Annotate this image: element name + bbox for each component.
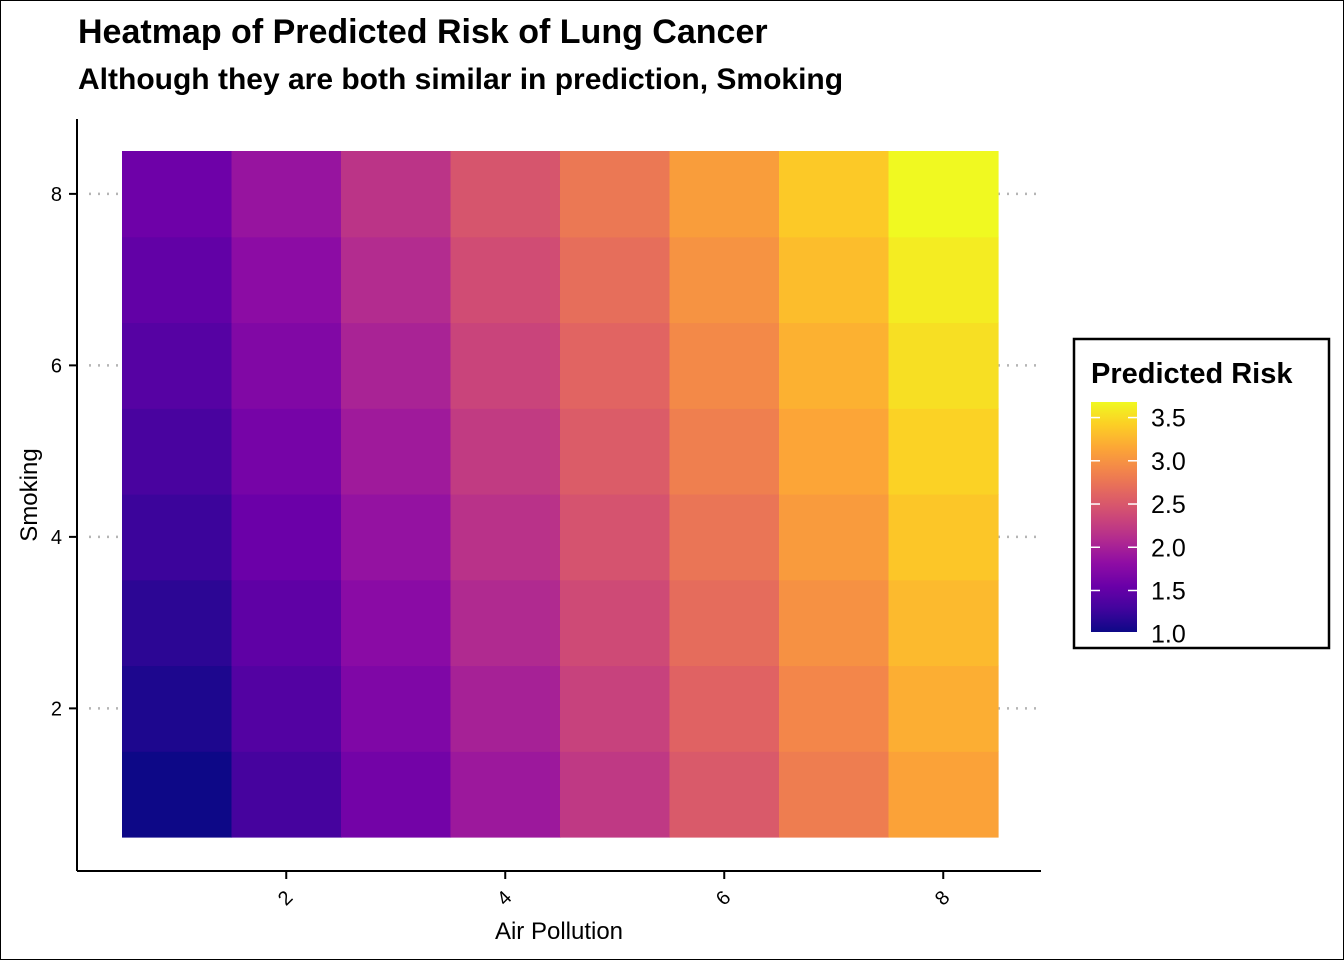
legend-title: Predicted Risk	[1091, 358, 1293, 390]
heatmap-tile-x2-y1	[231, 751, 342, 838]
heatmap-tile-x3-y1	[341, 751, 452, 838]
heatmap-tile-x5-y5	[560, 408, 671, 495]
y-axis-title: Smoking	[16, 448, 43, 541]
heatmap-tile-x8-y1	[888, 751, 999, 838]
heatmap-tile-x8-y3	[888, 579, 999, 667]
y-tick-label: 6	[51, 355, 62, 377]
heatmap-tile-x4-y7	[450, 236, 561, 324]
heatmap-tile-x4-y6	[450, 322, 561, 409]
heatmap-tile-x5-y7	[560, 236, 671, 324]
x-tick-label: 6	[712, 887, 735, 910]
heatmap-tile-x6-y4	[669, 494, 780, 581]
heatmap-tile-x4-y1	[450, 751, 561, 838]
heatmap-tile-x5-y6	[560, 322, 671, 409]
heatmap-tile-x2-y4	[231, 494, 342, 581]
heatmap-tile-x8-y8	[888, 151, 999, 238]
heatmap-tile-x4-y4	[450, 494, 561, 581]
heatmap-tile-x5-y4	[560, 494, 671, 581]
heatmap-tile-x2-y7	[231, 236, 342, 324]
heatmap-tile-x3-y4	[341, 494, 452, 581]
legend-colorbar	[1091, 402, 1137, 632]
heatmap-tile-x6-y6	[669, 322, 780, 409]
legend-break-label: 1.0	[1151, 621, 1186, 649]
heatmap-tile-x7-y2	[779, 665, 890, 752]
x-tick-label: 2	[274, 887, 297, 910]
heatmap-tile-x2-y6	[231, 322, 342, 409]
x-tick-label: 4	[493, 887, 516, 910]
heatmap-tile-x6-y2	[669, 665, 780, 752]
legend-breaks: 1.0 1.5 2.0 2.5 3.0 3.5	[1091, 405, 1186, 649]
heatmap-tile-x3-y7	[341, 236, 452, 324]
heatmap-tile-x7-y7	[779, 236, 890, 324]
chart-subtitle: Although they are both similar in predic…	[78, 63, 844, 96]
heatmap-tile-x5-y3	[560, 579, 671, 667]
heatmap-tiles	[122, 151, 999, 838]
x-axis-title: Air Pollution	[495, 918, 623, 945]
heatmap-tile-x4-y2	[450, 665, 561, 752]
x-tick-label: 8	[931, 887, 954, 910]
heatmap-tile-x2-y3	[231, 579, 342, 667]
heatmap-tile-x6-y7	[669, 236, 780, 324]
legend-break-label: 1.5	[1151, 577, 1186, 605]
heatmap-tile-x2-y5	[231, 408, 342, 495]
legend: Predicted Risk 1.0 1.5 2.0 2.5 3.0 3.5	[1072, 337, 1331, 650]
heatmap-tile-x7-y8	[779, 151, 890, 238]
y-tick-label: 2	[51, 698, 62, 720]
heatmap-tile-x1-y4	[122, 494, 233, 581]
heatmap-tile-x3-y2	[341, 665, 452, 752]
heatmap-tile-x3-y3	[341, 579, 452, 667]
heatmap-tile-x1-y3	[122, 579, 233, 667]
legend-break-label: 3.0	[1151, 448, 1186, 476]
y-tick-label: 8	[51, 184, 62, 206]
heatmap-tile-x7-y6	[779, 322, 890, 409]
heatmap-tile-x7-y4	[779, 494, 890, 581]
heatmap-tile-x7-y5	[779, 408, 890, 495]
heatmap-tile-x4-y8	[450, 151, 561, 238]
heatmap-tile-x6-y5	[669, 408, 780, 495]
heatmap-tile-x8-y7	[888, 236, 999, 324]
heatmap-tile-x3-y5	[341, 408, 452, 495]
heatmap-tile-x1-y2	[122, 665, 233, 752]
heatmap-tile-x3-y6	[341, 322, 452, 409]
heatmap-tile-x5-y2	[560, 665, 671, 752]
heatmap-tile-x7-y1	[779, 751, 890, 838]
legend-break-label: 2.5	[1151, 491, 1186, 519]
heatmap-tile-x6-y3	[669, 579, 780, 667]
heatmap-tile-x2-y2	[231, 665, 342, 752]
heatmap-tile-x8-y4	[888, 494, 999, 581]
axes	[76, 119, 1041, 872]
heatmap-tile-x6-y1	[669, 751, 780, 838]
heatmap-tile-x4-y5	[450, 408, 561, 495]
chart-title: Heatmap of Predicted Risk of Lung Cancer	[78, 13, 768, 51]
heatmap-tile-x1-y8	[122, 151, 233, 238]
heatmap-tile-x7-y3	[779, 579, 890, 667]
heatmap-tile-x1-y7	[122, 236, 233, 324]
heatmap-tile-x8-y6	[888, 322, 999, 409]
heatmap-tile-x8-y2	[888, 665, 999, 752]
heatmap-tile-x5-y8	[560, 151, 671, 238]
heatmap-tile-x1-y5	[122, 408, 233, 495]
heatmap-tile-x6-y8	[669, 151, 780, 238]
heatmap-tile-x8-y5	[888, 408, 999, 495]
legend-break-label: 3.5	[1151, 405, 1186, 433]
legend-break-label: 2.0	[1151, 534, 1186, 562]
heatmap-tile-x1-y1	[122, 751, 233, 838]
y-tick-label: 4	[51, 527, 62, 549]
heatmap-tile-x1-y6	[122, 322, 233, 409]
heatmap-tile-x2-y8	[231, 151, 342, 238]
heatmap-tile-x5-y1	[560, 751, 671, 838]
heatmap-tile-x4-y3	[450, 579, 561, 667]
heatmap-tile-x3-y8	[341, 151, 452, 238]
